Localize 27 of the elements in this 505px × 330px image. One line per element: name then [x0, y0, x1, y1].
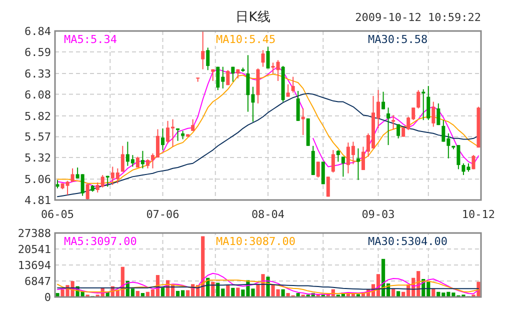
- text: MA5:3097.00: [64, 235, 137, 248]
- chart-subtitle: 2009-10-12 10:59:22: [355, 11, 481, 24]
- x-tick-label: 07-06: [146, 208, 180, 221]
- text: MA5:5.34: [64, 33, 118, 46]
- x-tick-label: 06-05: [40, 208, 74, 221]
- y-tick-label: 6.59: [24, 46, 51, 59]
- y-tick-label: 6.08: [24, 88, 51, 102]
- text: MA10:3087.00: [216, 235, 296, 248]
- x-tick-label: 08-04: [251, 208, 285, 221]
- y-tick-label: 20541: [18, 243, 51, 256]
- text: MA30:5304.00: [368, 235, 448, 248]
- y-tick-label: 6.33: [24, 67, 51, 80]
- y-tick-label: 5.57: [24, 130, 51, 144]
- y-tick-label: 5.82: [24, 110, 51, 123]
- y-tick-label: 6.84: [24, 25, 52, 38]
- y-tick-label: 0: [44, 291, 51, 304]
- chart-title: 日K线: [236, 10, 270, 25]
- x-tick-label: 10-12: [462, 208, 496, 221]
- y-tick-label: 6847: [24, 275, 51, 288]
- y-tick-label: 5.32: [24, 152, 51, 165]
- text: MA30:5.58: [368, 33, 428, 46]
- text: MA10:5.45: [216, 33, 276, 46]
- x-tick-label: 09-03: [362, 208, 395, 221]
- y-tick-label: 27388: [18, 227, 51, 240]
- y-tick-label: 4.81: [24, 194, 51, 207]
- y-tick-label: 5.06: [24, 173, 51, 186]
- y-tick-label: 13694: [18, 259, 52, 272]
